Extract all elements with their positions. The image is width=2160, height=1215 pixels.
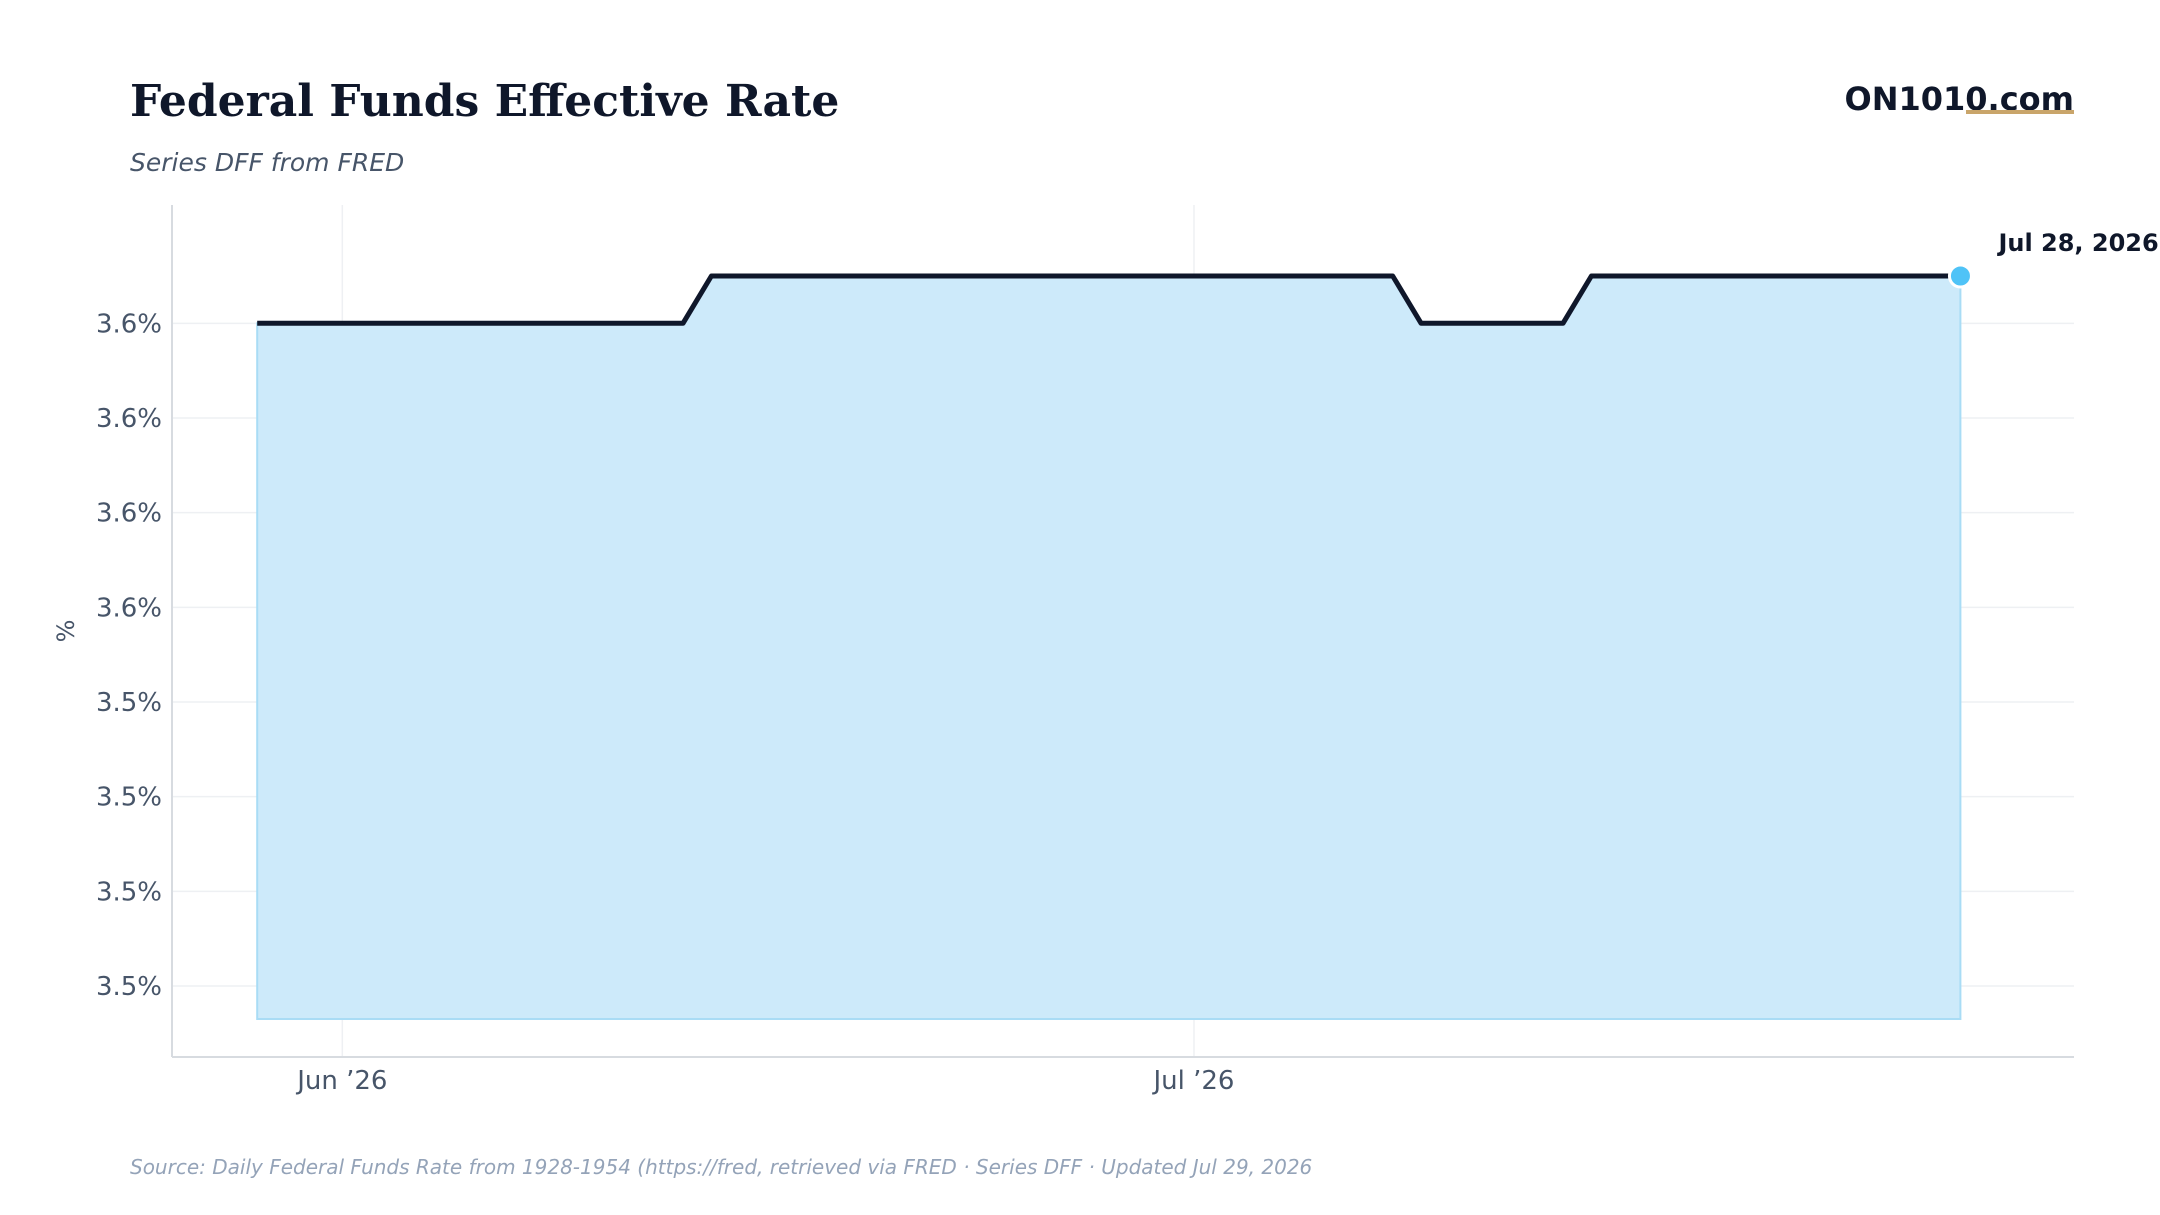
chart-subtitle: Series DFF from FRED — [130, 148, 405, 177]
y-tick-label: 3.5% — [96, 783, 162, 813]
y-axis-title: % — [52, 620, 80, 643]
x-tick-label: Jul ’26 — [1151, 1066, 1234, 1096]
y-tick-label: 3.5% — [96, 688, 162, 718]
axes — [171, 205, 2074, 1058]
y-tick-label: 3.5% — [96, 877, 162, 907]
y-tick-label: 3.6% — [96, 593, 162, 623]
area-fill-shape — [256, 275, 1962, 1020]
series-line — [257, 263, 1973, 326]
area-fill — [256, 275, 1962, 1020]
x-tick-label: Jun ’26 — [295, 1066, 387, 1096]
source-note: Source: Daily Federal Funds Rate from 19… — [130, 1155, 1313, 1179]
y-tick-label: 3.6% — [96, 309, 162, 339]
y-tick-label: 3.6% — [96, 499, 162, 529]
end-point-label: Jul 28, 2026 — [1996, 229, 2158, 257]
end-point-marker — [1947, 263, 1973, 289]
y-tick-label: 3.6% — [96, 404, 162, 434]
series-line-path — [257, 273, 1961, 326]
tick-labels: 3.5% 3.5% 3.5% 3.5% 3.6% 3.6% 3.6% 3.6% Jun ’26 J… — [96, 309, 1235, 1096]
brand-underline — [1966, 110, 2074, 114]
y-tick-label: 3.5% — [96, 972, 162, 1002]
chart-title: Federal Funds Effective Rate — [130, 76, 840, 127]
